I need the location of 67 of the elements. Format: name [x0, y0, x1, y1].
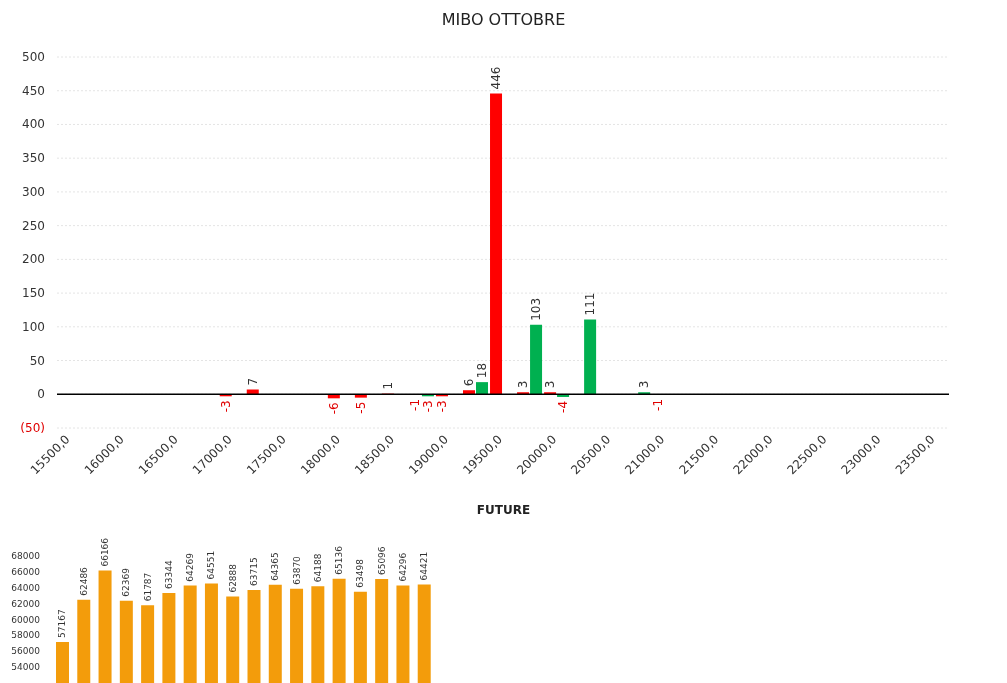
bar — [476, 382, 488, 395]
y-tick-label: 350 — [22, 151, 45, 166]
y-tick-label: 64000 — [11, 582, 41, 593]
y-tick-label: 450 — [22, 83, 45, 98]
y-tick-label: 62000 — [11, 598, 41, 609]
data-label: 66166 — [100, 537, 111, 567]
bar — [544, 392, 557, 395]
y-tick-label: 54000 — [11, 662, 41, 673]
bar — [638, 392, 651, 395]
data-label: 62888 — [227, 563, 238, 593]
data-label: -3 — [434, 400, 449, 413]
x-axis-title: FUTURE — [475, 503, 532, 517]
data-label: 63715 — [249, 557, 259, 587]
data-label: 63498 — [355, 558, 366, 588]
data-label: 6 — [462, 378, 476, 387]
data-label: -4 — [556, 400, 571, 413]
y-tick-label: 66000 — [11, 566, 41, 577]
data-label: 64269 — [185, 552, 196, 582]
data-label: -1 — [407, 398, 422, 411]
y-tick-label: 250 — [22, 218, 45, 233]
data-label: 57167 — [57, 609, 68, 638]
data-label: -3 — [420, 400, 435, 413]
data-label: 62486 — [78, 566, 89, 596]
data-label: -3 — [218, 400, 233, 413]
data-label: 3 — [543, 380, 558, 389]
data-label: 64551 — [206, 550, 217, 580]
data-label: 111 — [583, 292, 598, 316]
data-label: 62369 — [121, 567, 132, 597]
data-label: 64365 — [270, 552, 281, 581]
data-label: 63870 — [291, 555, 302, 585]
data-label: 64188 — [312, 553, 323, 583]
bar — [530, 324, 543, 395]
y-tick-label: 200 — [22, 252, 45, 267]
y-tick-label: 60000 — [11, 614, 41, 625]
y-tick-label: 300 — [22, 184, 45, 199]
y-tick-label: 50 — [29, 353, 45, 368]
y-tick-label: (50) — [20, 421, 45, 435]
bar — [517, 392, 530, 395]
bar — [354, 394, 367, 398]
bar — [584, 319, 597, 395]
y-tick-label: 0 — [37, 387, 45, 402]
y-tick-label: 100 — [22, 319, 45, 334]
data-label: 446 — [489, 66, 504, 90]
bar — [490, 93, 503, 395]
y-tick-label: 58000 — [11, 630, 41, 641]
chart-title: MIBO OTTOBRE — [440, 10, 567, 29]
data-label: -1 — [651, 398, 666, 411]
data-label: 65136 — [334, 545, 345, 575]
data-label: 64296 — [397, 552, 408, 582]
data-label: 7 — [245, 377, 260, 386]
data-label: 3 — [637, 380, 652, 389]
data-label: 1 — [380, 381, 395, 390]
data-label: 61787 — [142, 572, 153, 602]
data-label: 64421 — [419, 551, 430, 581]
data-label: -5 — [353, 401, 368, 414]
y-tick-label: 150 — [22, 286, 45, 301]
data-label: 3 — [516, 380, 531, 389]
data-label: 18 — [475, 362, 489, 379]
data-label: 103 — [529, 297, 544, 321]
data-label: 63344 — [163, 560, 174, 589]
data-label: 65096 — [376, 546, 387, 576]
y-tick-label: 400 — [22, 117, 45, 132]
y-tick-label: 68000 — [11, 551, 41, 561]
y-tick-label: 500 — [22, 50, 45, 64]
data-label: -6 — [326, 402, 341, 415]
bar — [463, 390, 475, 395]
y-tick-label: 56000 — [11, 646, 41, 657]
